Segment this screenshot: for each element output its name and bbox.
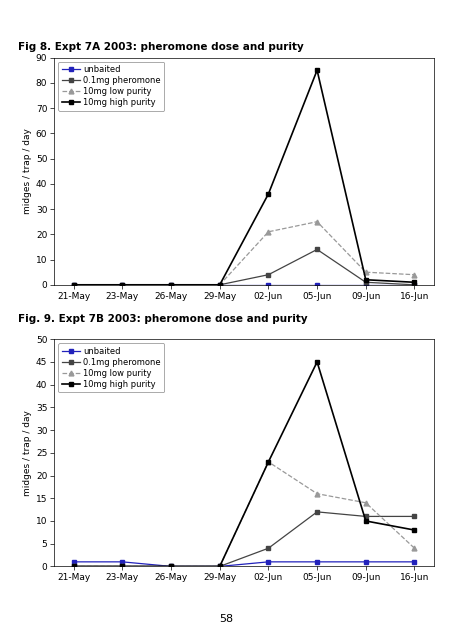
Line: unbaited: unbaited bbox=[72, 560, 415, 568]
Legend: unbaited, 0.1mg pheromone, 10mg low purity, 10mg high purity: unbaited, 0.1mg pheromone, 10mg low puri… bbox=[58, 62, 164, 111]
unbaited bbox=[411, 558, 416, 566]
10mg high purity bbox=[216, 281, 222, 289]
10mg low purity bbox=[314, 218, 319, 225]
unbaited bbox=[362, 558, 368, 566]
10mg high purity bbox=[71, 563, 76, 570]
0.1mg pheromone bbox=[168, 281, 173, 289]
10mg high purity bbox=[314, 358, 319, 366]
10mg high purity bbox=[71, 281, 76, 289]
10mg low purity bbox=[265, 228, 271, 236]
10mg high purity bbox=[120, 281, 125, 289]
10mg low purity bbox=[411, 271, 416, 278]
unbaited bbox=[120, 281, 125, 289]
Y-axis label: midges / trap / day: midges / trap / day bbox=[23, 128, 32, 214]
0.1mg pheromone bbox=[120, 563, 125, 570]
unbaited bbox=[168, 563, 173, 570]
Line: 10mg low purity: 10mg low purity bbox=[71, 460, 416, 569]
10mg low purity bbox=[216, 563, 222, 570]
0.1mg pheromone bbox=[168, 563, 173, 570]
10mg high purity bbox=[411, 526, 416, 534]
0.1mg pheromone bbox=[216, 563, 222, 570]
Line: 0.1mg pheromone: 0.1mg pheromone bbox=[72, 510, 415, 568]
Line: 10mg high purity: 10mg high purity bbox=[71, 360, 416, 569]
10mg low purity bbox=[216, 281, 222, 289]
unbaited bbox=[314, 281, 319, 289]
10mg low purity bbox=[71, 281, 76, 289]
10mg low purity bbox=[265, 458, 271, 466]
unbaited bbox=[265, 281, 271, 289]
unbaited bbox=[120, 558, 125, 566]
Line: 10mg low purity: 10mg low purity bbox=[71, 220, 416, 287]
unbaited bbox=[314, 558, 319, 566]
unbaited bbox=[216, 563, 222, 570]
10mg high purity bbox=[362, 517, 368, 525]
10mg low purity bbox=[120, 563, 125, 570]
Line: unbaited: unbaited bbox=[72, 283, 415, 287]
10mg high purity bbox=[120, 563, 125, 570]
0.1mg pheromone bbox=[71, 563, 76, 570]
10mg low purity bbox=[362, 499, 368, 507]
unbaited bbox=[168, 281, 173, 289]
unbaited bbox=[265, 558, 271, 566]
unbaited bbox=[411, 281, 416, 289]
0.1mg pheromone bbox=[314, 246, 319, 253]
10mg high purity bbox=[216, 563, 222, 570]
0.1mg pheromone bbox=[71, 281, 76, 289]
0.1mg pheromone bbox=[120, 281, 125, 289]
10mg high purity bbox=[168, 281, 173, 289]
unbaited bbox=[71, 281, 76, 289]
0.1mg pheromone bbox=[216, 281, 222, 289]
0.1mg pheromone bbox=[314, 508, 319, 516]
0.1mg pheromone bbox=[411, 513, 416, 520]
unbaited bbox=[71, 558, 76, 566]
10mg high purity bbox=[168, 563, 173, 570]
0.1mg pheromone bbox=[362, 513, 368, 520]
10mg low purity bbox=[314, 490, 319, 497]
10mg low purity bbox=[362, 268, 368, 276]
unbaited bbox=[216, 281, 222, 289]
unbaited bbox=[362, 281, 368, 289]
10mg high purity bbox=[314, 67, 319, 74]
Line: 0.1mg pheromone: 0.1mg pheromone bbox=[72, 248, 415, 287]
Y-axis label: midges / trap / day: midges / trap / day bbox=[23, 410, 32, 496]
10mg high purity bbox=[362, 276, 368, 284]
10mg low purity bbox=[168, 281, 173, 289]
10mg low purity bbox=[168, 563, 173, 570]
0.1mg pheromone bbox=[411, 281, 416, 289]
10mg high purity bbox=[411, 278, 416, 286]
Text: Fig. 9. Expt 7B 2003: pheromone dose and purity: Fig. 9. Expt 7B 2003: pheromone dose and… bbox=[18, 314, 307, 324]
Legend: unbaited, 0.1mg pheromone, 10mg low purity, 10mg high purity: unbaited, 0.1mg pheromone, 10mg low puri… bbox=[58, 344, 164, 392]
Text: 58: 58 bbox=[218, 614, 233, 624]
10mg low purity bbox=[411, 545, 416, 552]
0.1mg pheromone bbox=[362, 278, 368, 286]
10mg low purity bbox=[120, 281, 125, 289]
0.1mg pheromone bbox=[265, 545, 271, 552]
Text: Fig 8. Expt 7A 2003: pheromone dose and purity: Fig 8. Expt 7A 2003: pheromone dose and … bbox=[18, 42, 303, 52]
0.1mg pheromone bbox=[265, 271, 271, 278]
10mg high purity bbox=[265, 190, 271, 198]
Line: 10mg high purity: 10mg high purity bbox=[71, 68, 416, 287]
10mg low purity bbox=[71, 563, 76, 570]
10mg high purity bbox=[265, 458, 271, 466]
